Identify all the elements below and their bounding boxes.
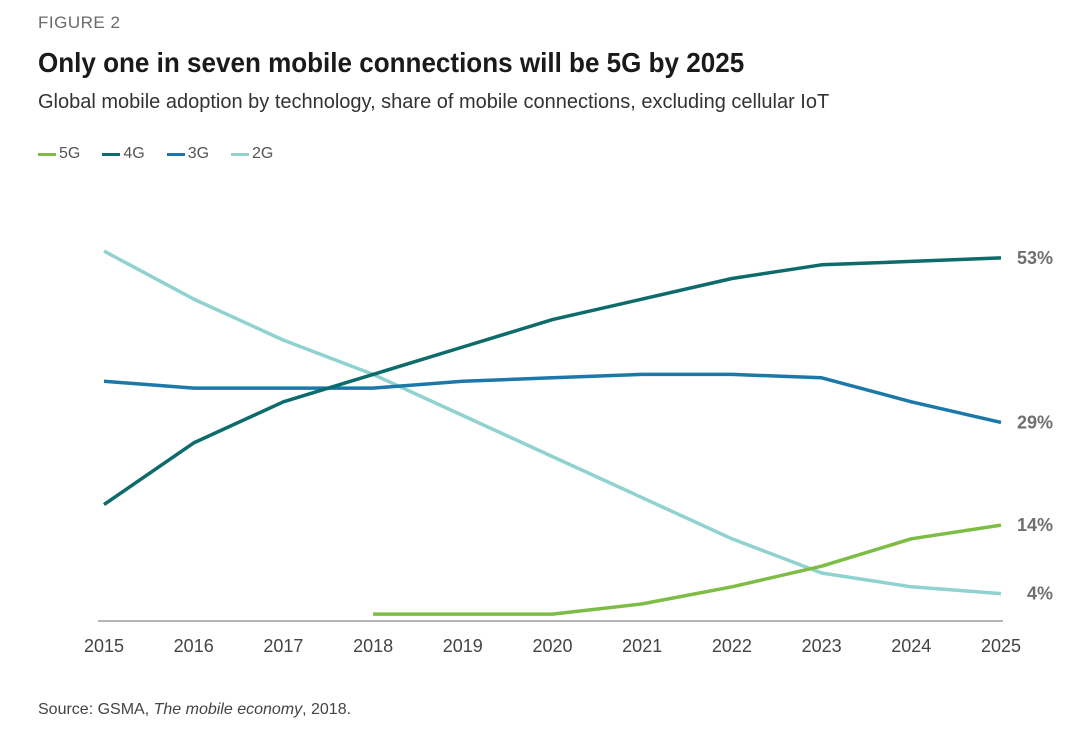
legend-swatch-4g: [102, 152, 121, 156]
legend: 5G 4G 3G 2G: [38, 145, 295, 163]
figure-label: FIGURE 2: [38, 13, 121, 32]
legend-item-3g: 3G: [166, 145, 210, 163]
x-tick-label: 2024: [891, 636, 931, 656]
source-prefix: Source: GSMA,: [38, 701, 154, 718]
end-label-3g: 29%: [1017, 412, 1053, 432]
source-suffix: , 2018.: [302, 701, 352, 718]
x-tick-label: 2017: [263, 636, 303, 656]
legend-label-2g: 2G: [252, 145, 274, 162]
x-tick-label: 2025: [981, 636, 1021, 656]
x-tick-label: 2015: [84, 636, 124, 656]
x-tick-label: 2018: [353, 636, 393, 656]
x-tick-label: 2020: [532, 636, 572, 656]
legend-swatch-3g: [166, 152, 185, 156]
x-tick-label: 2016: [174, 636, 214, 656]
series-line-3g: [103, 372, 1002, 425]
legend-swatch-2g: [231, 152, 250, 156]
legend-label-5g: 5G: [59, 145, 81, 162]
x-tick-label: 2019: [443, 636, 483, 656]
end-label-4g: 53%: [1017, 248, 1053, 268]
x-tick-label: 2022: [712, 636, 752, 656]
end-label-2g: 4%: [1027, 584, 1053, 604]
series-line-4g: [103, 256, 1002, 507]
source-note: Source: GSMA, The mobile economy, 2018.: [38, 701, 351, 719]
end-label-5g: 14%: [1017, 515, 1053, 535]
legend-swatch-5g: [38, 152, 56, 156]
legend-label-3g: 3G: [187, 145, 210, 162]
chart-subtitle: Global mobile adoption by technology, sh…: [38, 91, 830, 113]
chart-title: Only one in seven mobile connections wil…: [38, 47, 745, 78]
source-publication: The mobile economy: [153, 701, 303, 718]
series-line-5g: [373, 523, 1002, 616]
x-tick-label: 2023: [802, 636, 842, 656]
series-line-2g: [103, 249, 1002, 596]
legend-item-4g: 4G: [102, 145, 145, 163]
legend-item-5g: 5G: [38, 145, 80, 163]
legend-item-2g: 2G: [231, 145, 273, 163]
legend-label-4g: 4G: [123, 145, 145, 162]
x-tick-label: 2021: [622, 636, 662, 656]
